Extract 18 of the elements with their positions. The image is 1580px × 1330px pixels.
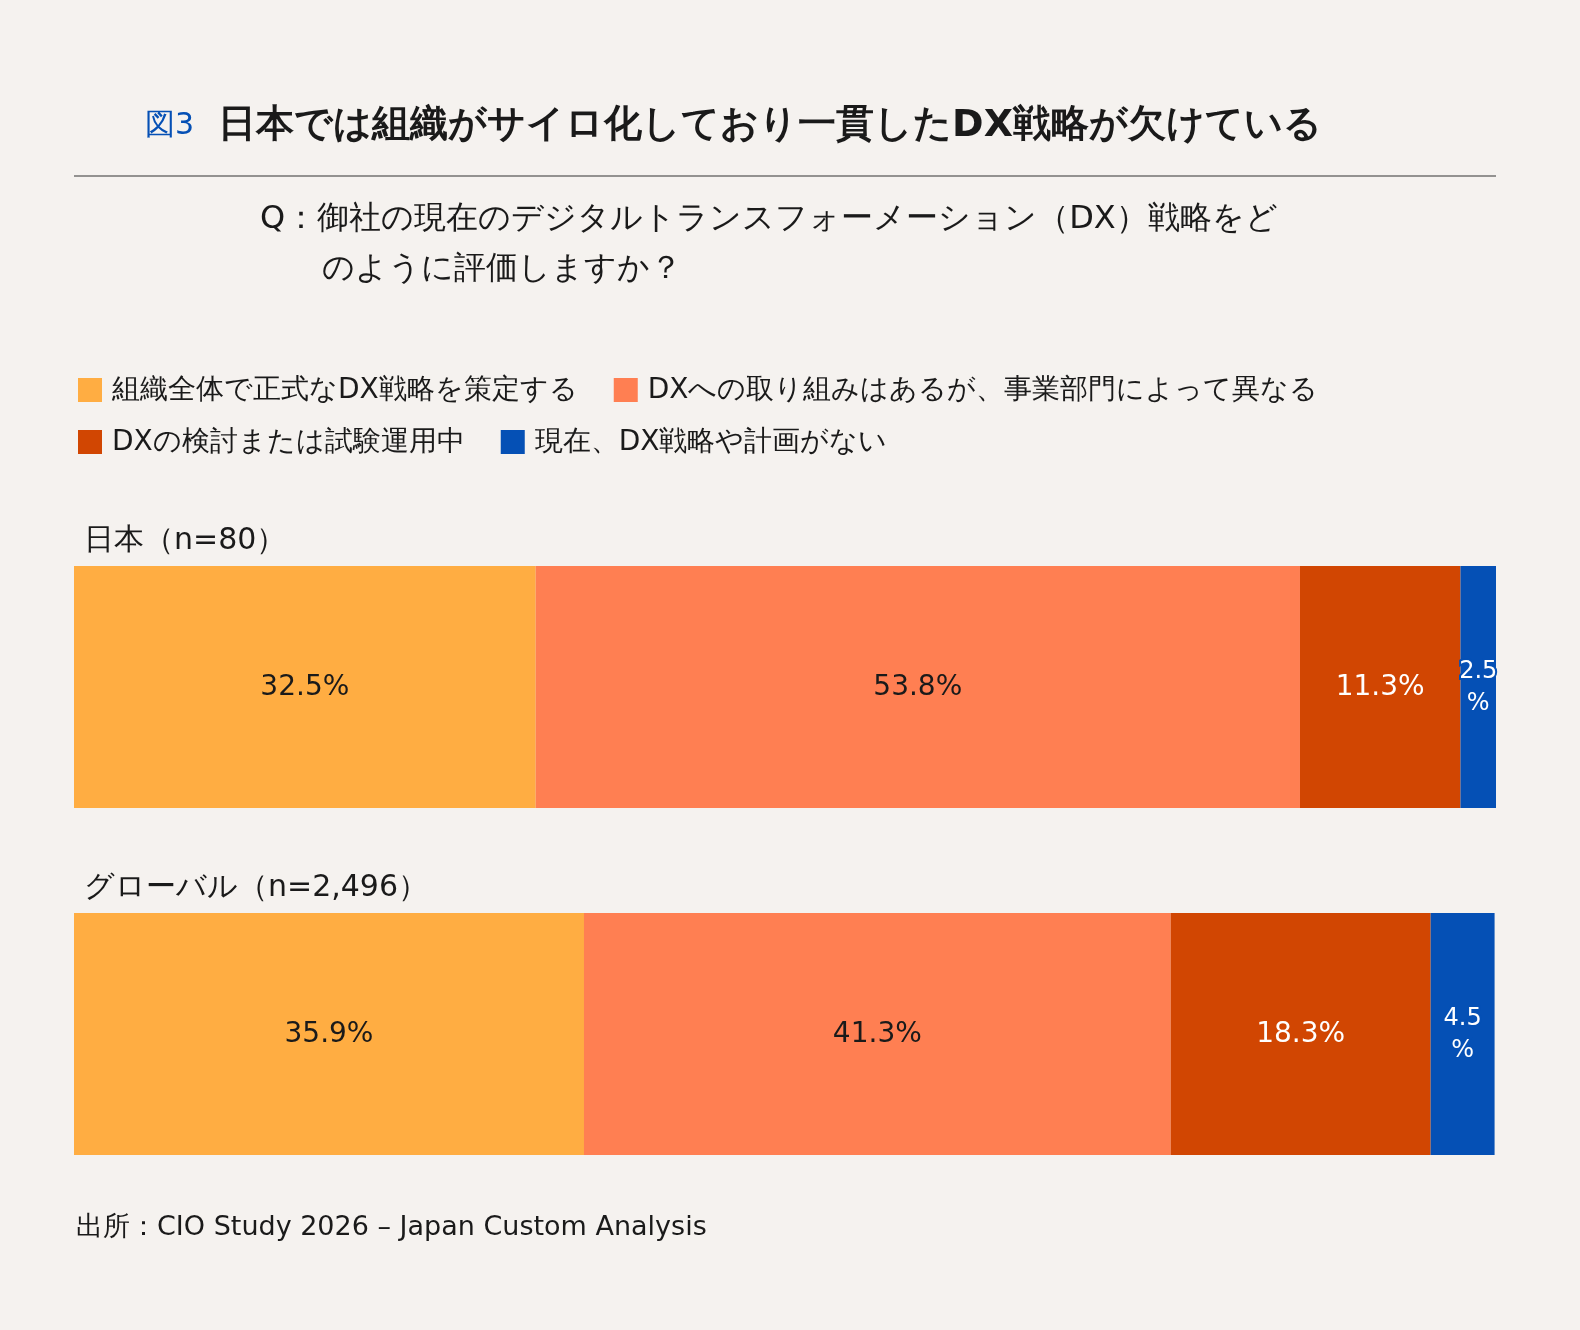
legend-item: DXの検討または試験運用中 (78, 424, 465, 457)
data-label: 18.3% (1256, 1016, 1346, 1049)
legend-item: 組織全体で正式なDX戦略を策定する (78, 372, 578, 405)
data-label: 2.5% (1459, 656, 1498, 716)
data-label: 32.5% (260, 669, 350, 702)
data-label: 53.8% (873, 669, 963, 702)
data-label: 4.5% (1443, 1003, 1482, 1063)
legend-item: 現在、DX戦略や計画がない (500, 424, 888, 457)
data-label: 11.3% (1335, 669, 1425, 702)
caption: 図3 (145, 105, 195, 141)
text: 出所：CIO Study 2026 – Japan Custom Analysis (76, 1209, 707, 1241)
legend-item: DXへの取り組みはあるが、事業部門によって異なる (613, 372, 1319, 405)
y-tick-label: グローバル（n=2,496） (84, 867, 429, 903)
chart-title: 日本では組織がサイロ化しており一貫したDX戦略が欠けている (218, 100, 1322, 145)
y-tick-label: 日本（n=80） (84, 520, 287, 556)
chart-subtitle: Q：御社の現在のデジタルトランスフォーメーション（DX）戦略をどのように評価しますか？ (260, 198, 1278, 286)
data-label: 41.3% (832, 1016, 922, 1049)
data-label: 35.9% (284, 1016, 374, 1049)
